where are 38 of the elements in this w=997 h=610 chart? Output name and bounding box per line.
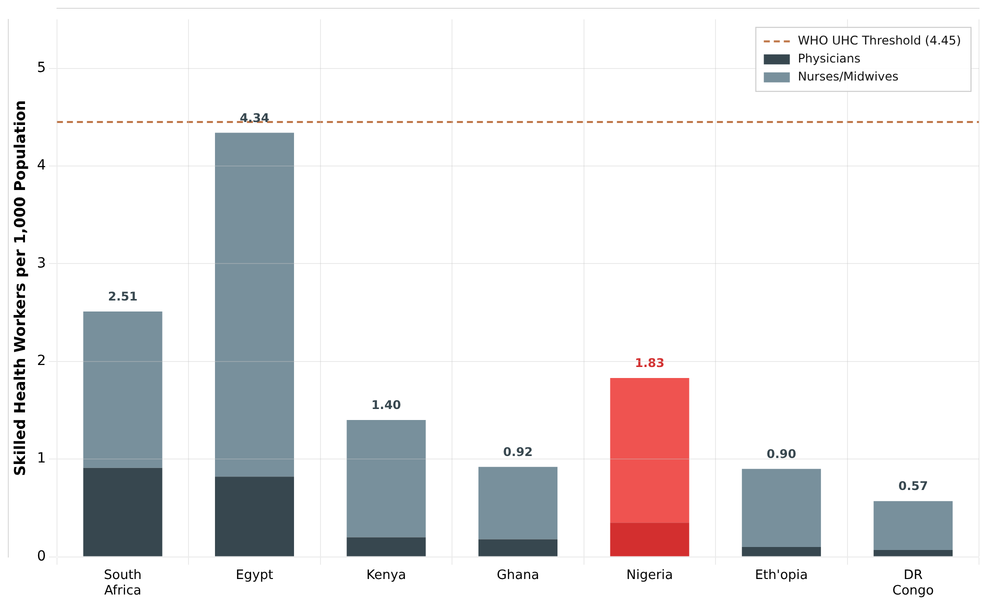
total-label: 2.51 [108,290,138,304]
legend-label: Physicians [798,52,860,66]
y-tick-label: 0 [36,548,46,564]
bar [346,537,426,556]
x-tick-label: Ghana [496,568,540,583]
y-tick-label: 1 [36,450,46,467]
total-label: 4.34 [240,110,270,125]
legend-label: Nurses/Midwives [798,70,898,84]
bar [610,378,690,523]
x-tick-label: Eth'opia [754,568,808,583]
total-label: 0.92 [503,445,533,460]
y-tick-label: 2 [36,353,46,370]
bar [214,476,294,556]
total-label: 0.90 [766,446,796,461]
bar [478,539,558,556]
total-label: 0.57 [898,479,928,494]
y-tick-label: 3 [36,255,46,272]
bar [346,420,426,538]
bar [742,468,821,548]
bar [742,547,821,556]
x-tick-label: Kenya [366,568,406,583]
x-tick-label: DR Congo [892,568,934,599]
x-tick-label: Nigeria [626,568,673,583]
y-tick-label: 5 [36,60,46,76]
y-axis-title: Skilled Health Workers per 1,000 Population [10,100,29,476]
bar [83,468,162,556]
x-tick-label: Egypt [236,568,274,583]
bar [478,466,558,540]
bar [214,132,294,477]
bar [610,522,690,556]
x-tick-label: South Africa [104,568,142,599]
y-tick-label: 4 [36,158,46,174]
total-label: 1.40 [371,398,402,412]
bar [874,501,953,550]
total-label: 1.83 [634,356,664,370]
bar [83,312,162,468]
legend-label: WHO UHC Threshold (4.45) [798,34,962,48]
bar [874,550,953,556]
